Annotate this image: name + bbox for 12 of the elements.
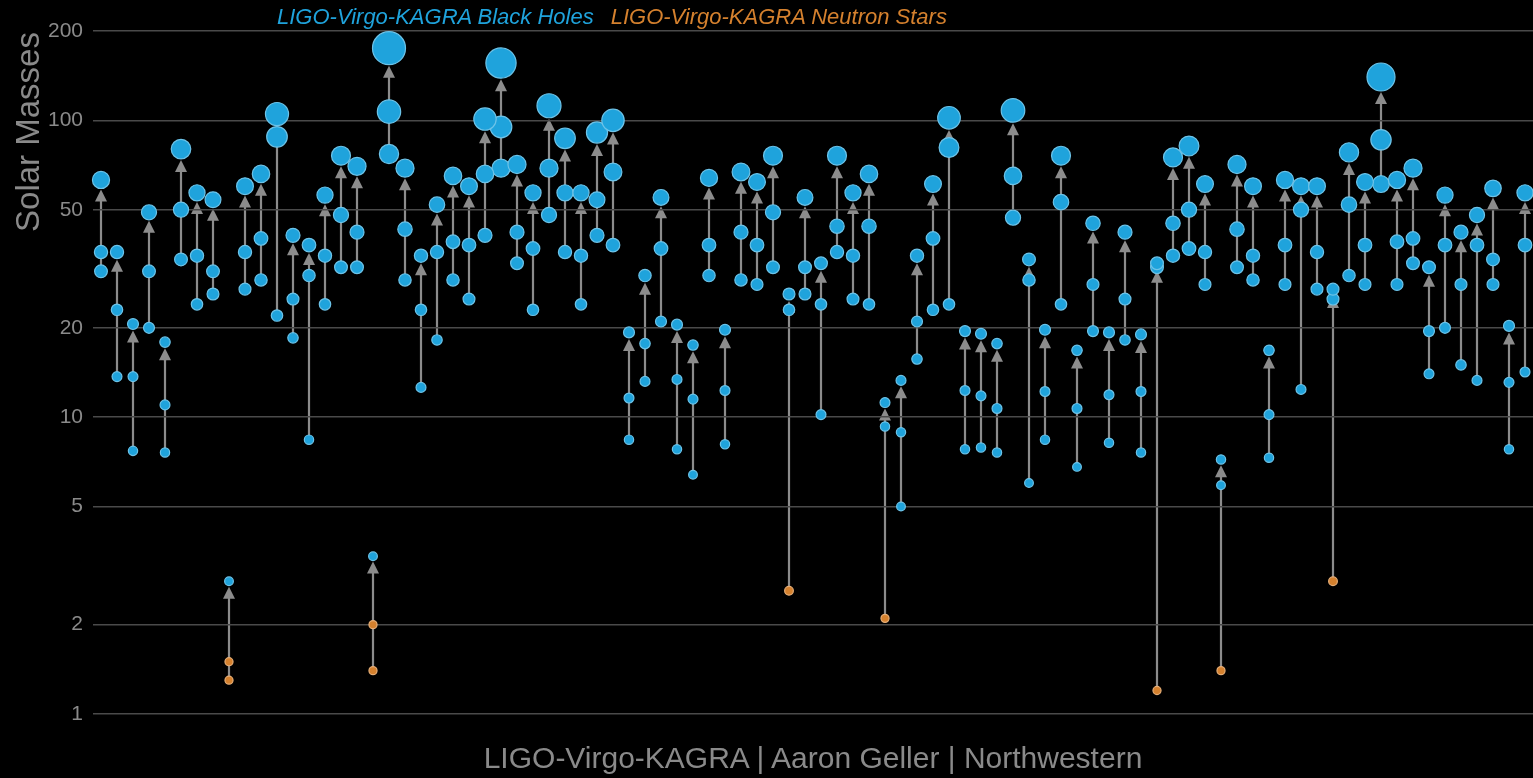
y-tick-label: 2 [71, 611, 83, 635]
y-axis-title: Solar Masses [9, 32, 47, 232]
y-tick-label: 10 [59, 403, 83, 427]
series-label: LIGO-Virgo-KAGRA Black Holes [277, 4, 594, 30]
y-tick-label: 20 [59, 314, 83, 338]
y-tick-label: 100 [47, 107, 83, 131]
y-tick-label: 50 [59, 196, 83, 220]
y-tick-label: 1 [71, 700, 83, 724]
y-tick-label: 5 [71, 493, 83, 517]
text: LIGO-Virgo-KAGRA Neutron Stars [610, 4, 947, 30]
y-tick-label: 200 [47, 17, 83, 41]
text: LIGO-Virgo-KAGRA | Aaron Geller | Northwestern [482, 741, 1144, 775]
